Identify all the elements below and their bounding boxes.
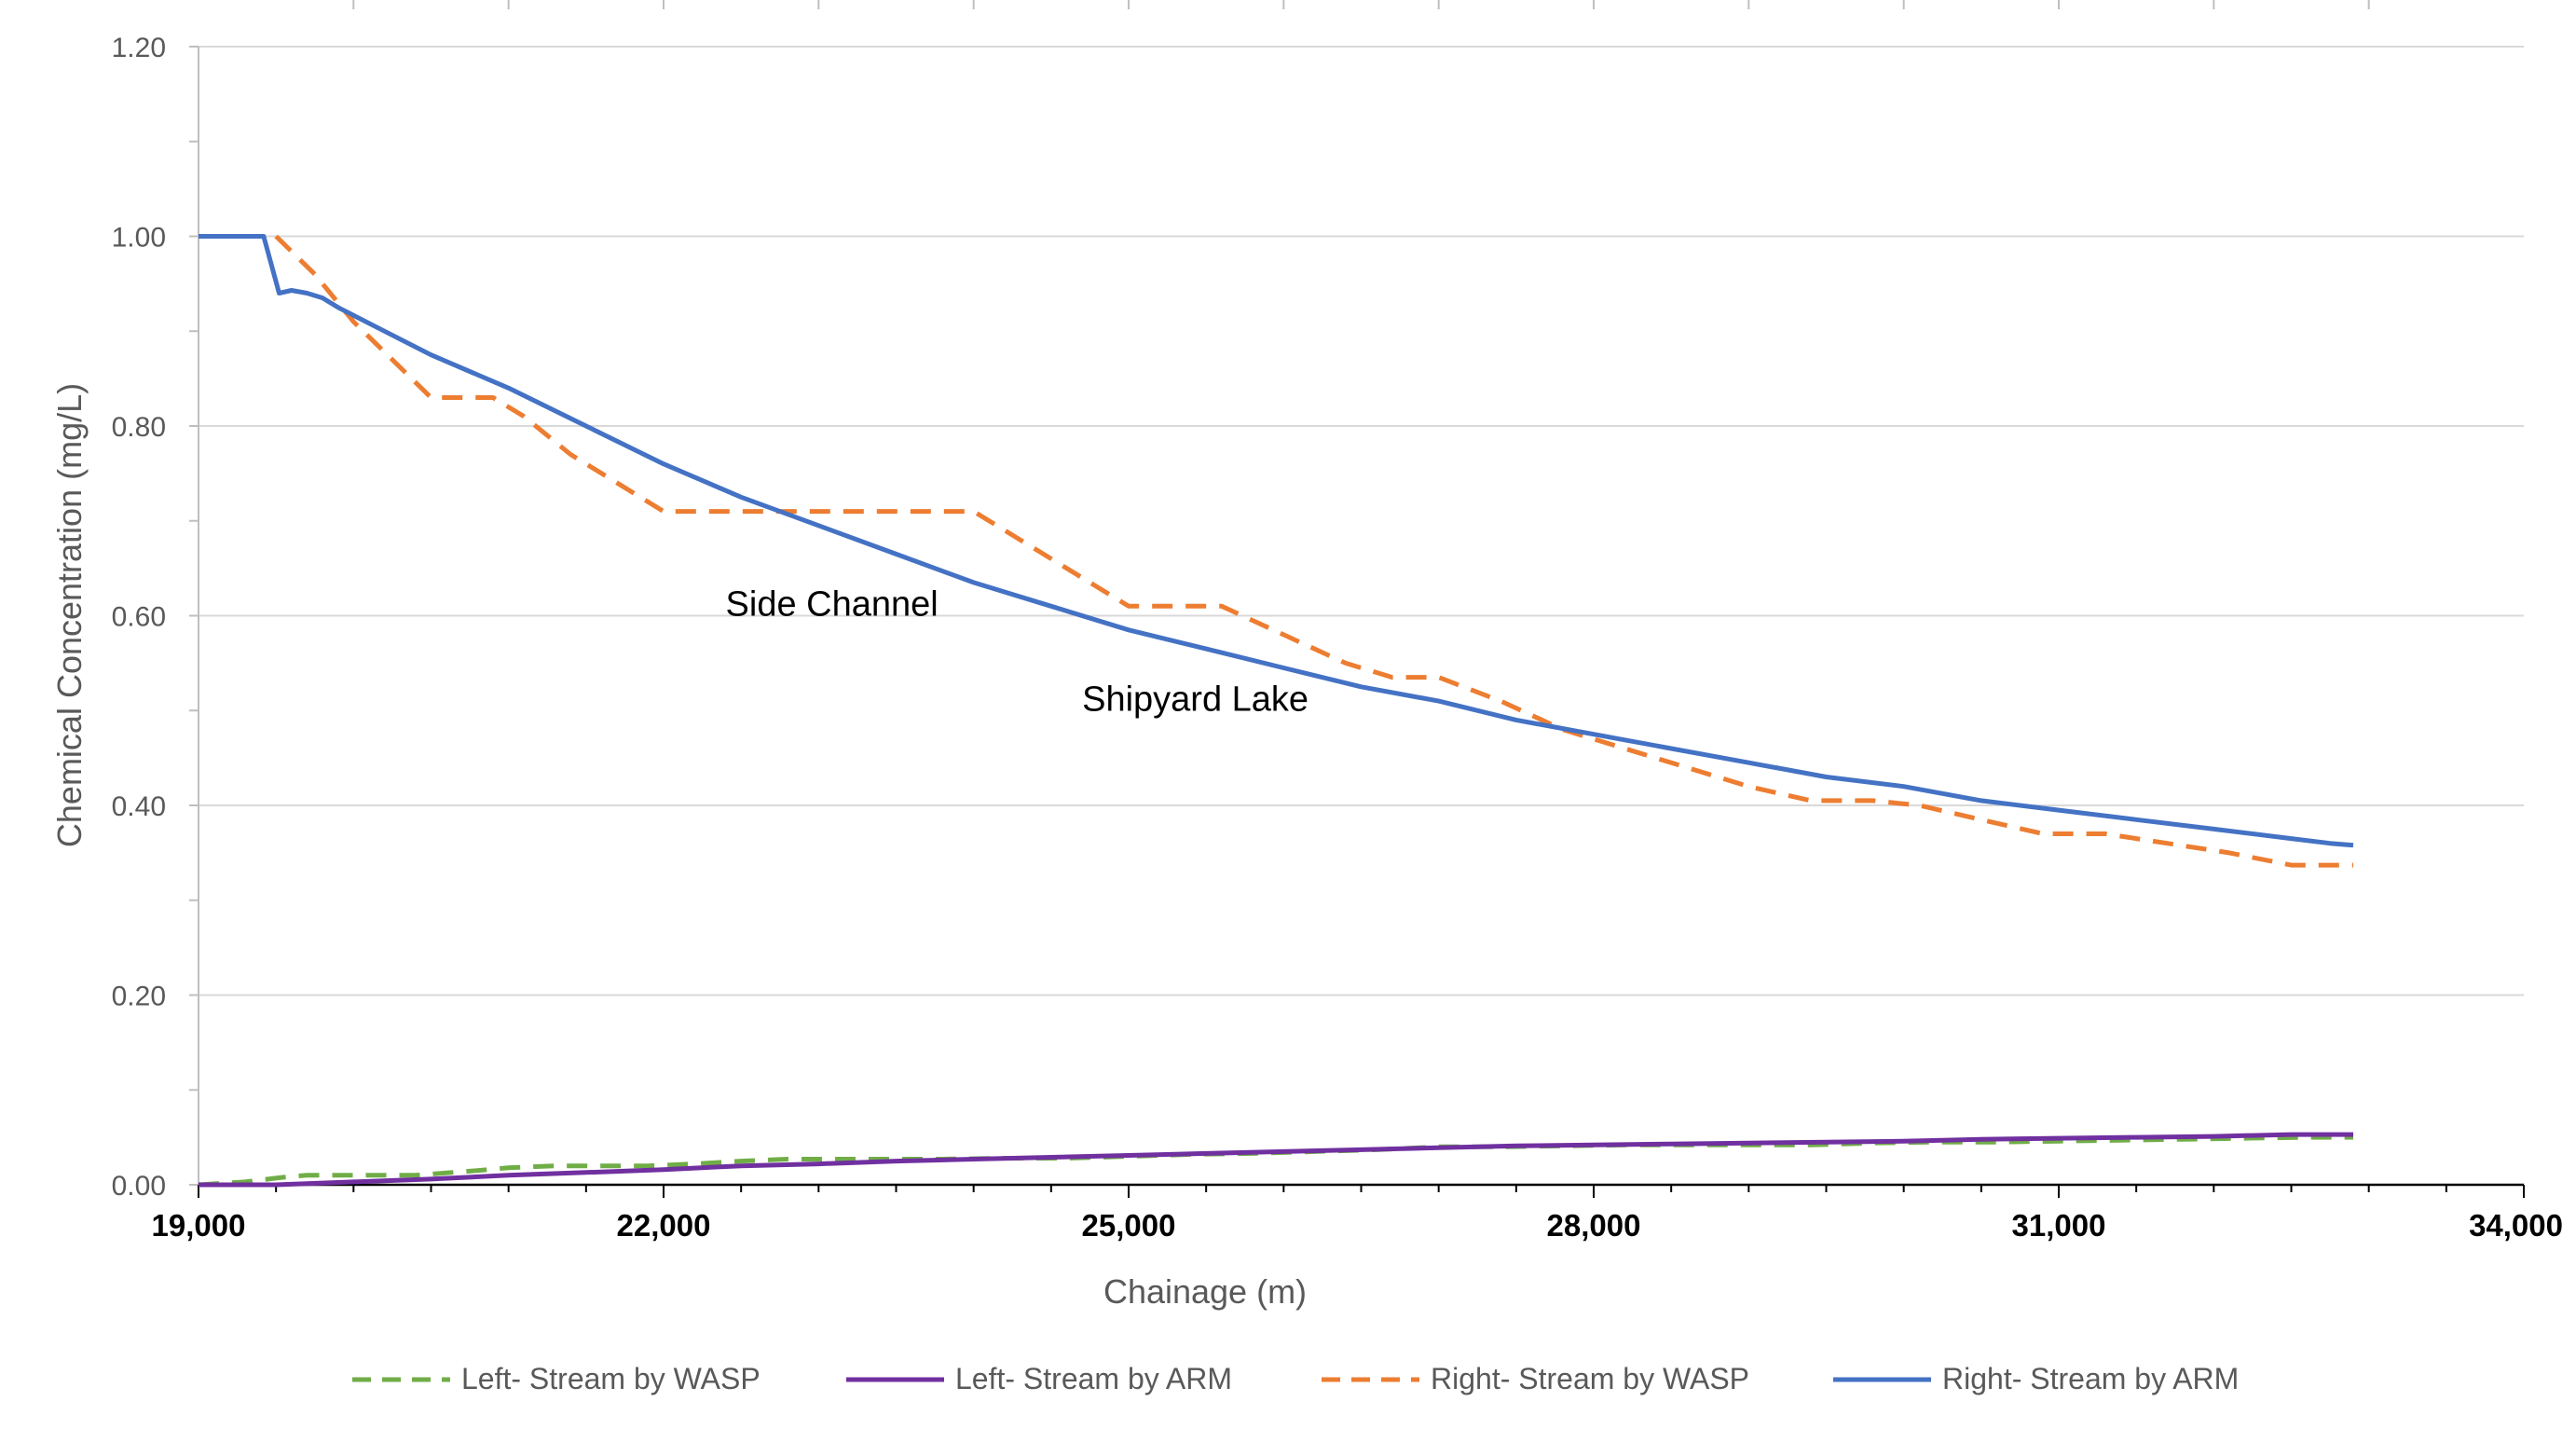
y-tick-label: 0.00: [112, 1171, 166, 1202]
gridlines: [199, 0, 2524, 996]
annotations: Side Channel Shipyard Lake: [726, 585, 1309, 720]
x-tick-label: 25,000: [1082, 1208, 1176, 1243]
y-tick-label: 0.20: [112, 982, 166, 1012]
x-tick-label: 19,000: [152, 1208, 246, 1243]
x-tick-label: 28,000: [1547, 1208, 1641, 1243]
legend-label: Left- Stream by WASP: [461, 1362, 760, 1395]
legend-label: Right- Stream by ARM: [1942, 1362, 2239, 1395]
x-tick-label: 31,000: [2012, 1208, 2106, 1243]
annotation-label: Shipyard Lake: [1082, 680, 1309, 719]
legend-label: Left- Stream by ARM: [955, 1362, 1232, 1395]
x-tick-label: 22,000: [617, 1208, 711, 1243]
series-lines: [198, 234, 2354, 1188]
y-tick-label: 0.80: [112, 412, 166, 443]
series-line-left-stream-by-arm: [199, 1132, 2353, 1188]
y-tick-label: 1.20: [112, 33, 166, 63]
series-line-left-stream-by-wasp: [198, 1134, 2353, 1188]
y-tick-label: 0.40: [112, 791, 166, 822]
axes: 0.00 0.20 0.40 0.60 0.80 1.00 1.20 19,000 22,000…: [50, 33, 2563, 1311]
y-tick-label: 1.00: [112, 223, 166, 254]
y-axis-title: Chemical Concentration (mg/L): [50, 383, 89, 847]
y-tick-label: 0.60: [112, 602, 166, 633]
legend-label: Right- Stream by WASP: [1431, 1362, 1749, 1395]
series-line-right-stream-by-wasp: [274, 234, 2353, 868]
x-axis-title: Chainage (m): [1103, 1272, 1307, 1311]
x-tick-label: 34,000: [2469, 1208, 2563, 1243]
series-line-right-stream-by-arm: [199, 234, 2354, 848]
legend: Left- Stream by WASP Left- Stream by ARM R…: [352, 1362, 2239, 1395]
annotation-label: Side Channel: [726, 585, 939, 625]
